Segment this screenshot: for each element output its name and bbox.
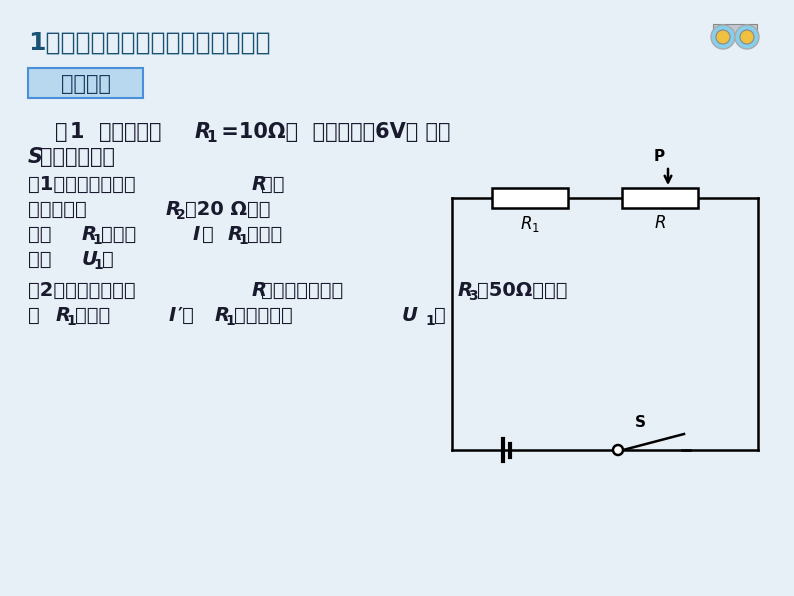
Text: 两端的电压: 两端的电压 [234,306,293,325]
Text: 1: 1 [93,258,102,272]
Text: =10Ω，  电源电压为6V。 开关: =10Ω， 电源电压为6V。 开关 [214,122,450,142]
Circle shape [716,30,730,44]
Text: 1: 1 [225,314,235,328]
Circle shape [711,25,735,49]
Text: （1）当滑动变阻器: （1）当滑动变阻器 [28,175,136,194]
Text: ′及: ′及 [178,306,195,325]
Text: 为50Ω时，通: 为50Ω时，通 [477,281,568,300]
Bar [713,24,757,40]
Circle shape [740,30,754,44]
Text: P: P [654,149,665,164]
Text: 为20 Ω时，: 为20 Ω时， [185,200,271,219]
Text: 。: 。 [434,306,445,325]
Text: ；: ； [102,250,114,269]
Text: R: R [195,122,211,142]
Text: 过: 过 [28,306,40,325]
Text: $R$: $R$ [654,214,666,232]
Circle shape [613,445,623,455]
Text: 电路的电阻: 电路的电阻 [28,200,87,219]
Bar [492,188,568,208]
Text: U: U [402,306,418,325]
Text: R: R [56,306,71,325]
Text: 闭合后，求：: 闭合后，求： [40,147,115,167]
Text: R: R [252,175,267,194]
FancyBboxPatch shape [28,68,143,98]
Text: R: R [252,281,267,300]
Circle shape [735,25,759,49]
Text: 1: 1 [425,314,435,328]
Text: R: R [228,225,243,244]
Text: 1: 1 [66,314,75,328]
Text: 2: 2 [176,208,186,222]
Text: 的电流: 的电流 [101,225,137,244]
Text: 接入电路的电阻: 接入电路的电阻 [261,281,343,300]
Text: 电压: 电压 [28,250,52,269]
Text: 1  如图所示，: 1 如图所示， [70,122,161,142]
Text: R: R [82,225,97,244]
Text: 及: 及 [202,225,214,244]
Text: 1．欧姆定律在串联电路中的应用：: 1．欧姆定律在串联电路中的应用： [28,31,271,55]
Text: 1: 1 [238,233,248,247]
Bar [622,188,698,208]
Text: 例: 例 [55,122,67,142]
Text: 两端的: 两端的 [247,225,282,244]
Text: R: R [215,306,230,325]
Text: 3: 3 [468,289,478,303]
Text: 通过: 通过 [28,225,52,244]
Text: R: R [458,281,473,300]
Text: 接入: 接入 [261,175,284,194]
Text: 1: 1 [206,130,217,145]
Text: ′: ′ [413,306,418,325]
Text: S: S [634,415,646,430]
Text: S: S [28,147,43,167]
Text: I: I [193,225,200,244]
Text: 1: 1 [92,233,102,247]
Text: 例题分析: 例题分析 [60,74,110,94]
Text: （2）当滑动变阻器: （2）当滑动变阻器 [28,281,136,300]
Text: I: I [169,306,176,325]
Text: R: R [166,200,181,219]
Text: 的电流: 的电流 [75,306,110,325]
Text: U: U [82,250,98,269]
Text: $R_1$: $R_1$ [520,214,540,234]
